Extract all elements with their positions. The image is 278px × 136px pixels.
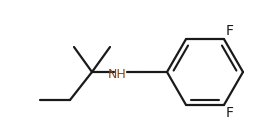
Text: NH: NH [108,69,126,81]
Text: F: F [226,24,234,38]
Text: F: F [226,106,234,120]
